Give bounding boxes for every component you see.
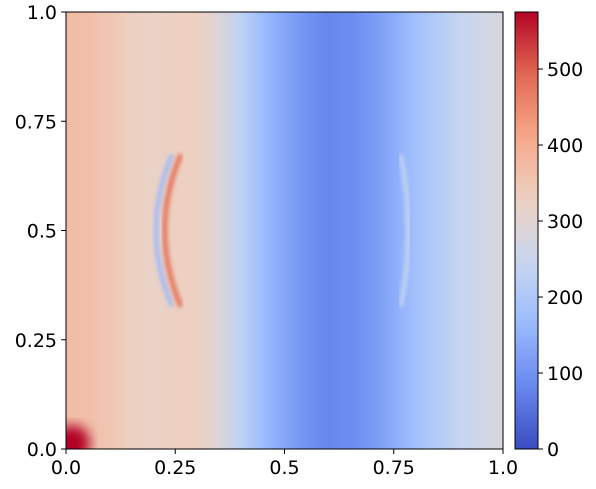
colorbar-tick-label: 500 [547,59,583,81]
y-tick-label: 0.25 [15,330,57,352]
heatmap-background [66,12,503,449]
x-tick-label: 0.75 [373,457,415,479]
colorbar-frame [514,11,539,450]
x-axis: 0.0 0.25 0.5 0.75 1.0 [51,449,518,479]
colorbar-tick-label: 200 [547,287,583,309]
heatmap-image [66,12,503,449]
colorbar-tick-label: 100 [547,363,583,385]
x-tick-label: 0.25 [154,457,196,479]
heatmap-arc [398,154,411,307]
y-tick-label: 0.5 [27,221,57,243]
y-tick-label: 1.0 [27,2,57,24]
y-axis: 0.0 0.25 0.5 0.75 1.0 [15,2,66,461]
y-tick-label: 0.0 [27,439,57,461]
heatmap-arc [154,154,174,307]
heatmap-features [66,153,411,449]
colorbar-axis: 0 100 200 300 400 500 [538,59,583,461]
heatmap-hotspot-core [66,438,77,449]
colorbar-scale [515,12,538,449]
x-tick-label: 0.5 [269,457,299,479]
x-tick-label: 0.0 [51,457,81,479]
heatmap-arc [162,153,183,308]
colorbar-tick-label: 400 [547,135,583,157]
plot-area: 0.0 0.25 0.5 0.75 1.0 0.0 0.25 0.5 0.75 1.0 [15,2,518,479]
x-tick-label: 1.0 [488,457,518,479]
colorbar-tick-label: 300 [547,211,583,233]
colorbar: 0 100 200 300 400 500 [514,11,583,461]
colorbar-tick-label: 0 [547,439,559,461]
y-tick-label: 0.75 [15,111,57,133]
